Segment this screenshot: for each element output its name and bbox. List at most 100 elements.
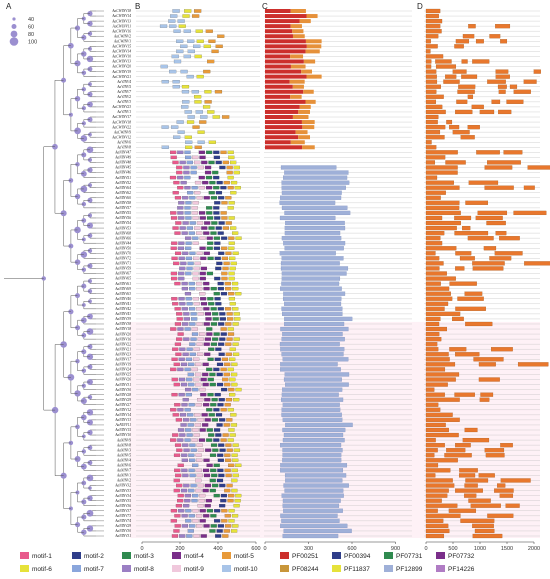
motif-box	[172, 79, 180, 84]
motif-box	[216, 382, 224, 387]
motif-box	[196, 322, 203, 326]
motif-box	[196, 221, 204, 225]
motif-box	[172, 191, 179, 195]
gene-label: AaCWINV15	[111, 45, 131, 49]
axis-c-tick-label: 0	[263, 546, 266, 552]
axis-c-tick-label: 300	[304, 546, 313, 552]
exon-block	[470, 503, 501, 508]
exon-block	[505, 503, 520, 508]
axis-b-tick-label: 600	[251, 546, 260, 552]
motif-box	[231, 453, 238, 457]
motif-box	[182, 251, 189, 255]
motif-box	[217, 281, 224, 286]
exon-block	[523, 79, 537, 84]
exon-block	[425, 306, 445, 311]
motif-box	[217, 468, 224, 473]
bootstrap-node	[80, 135, 88, 142]
motif-box	[197, 398, 204, 402]
domain-pf00251	[265, 54, 291, 59]
domain-pf00251	[265, 9, 291, 13]
exon-block	[425, 266, 440, 271]
motif-box	[234, 186, 241, 190]
motif-box	[194, 423, 202, 427]
exon-block	[425, 523, 449, 529]
domain-pf08244	[299, 19, 311, 24]
domain-pf08244	[290, 24, 302, 29]
motif-box	[200, 392, 207, 397]
exon-block	[425, 367, 446, 372]
motif-box	[216, 180, 223, 185]
motif-box	[179, 302, 186, 306]
exon-block	[498, 109, 512, 115]
exon-block	[461, 59, 468, 64]
motif-box	[192, 201, 199, 205]
motif-box	[176, 165, 183, 170]
motif-box	[222, 534, 229, 538]
exon-block	[425, 362, 456, 367]
motif-box	[183, 317, 190, 321]
motif-box	[215, 534, 222, 538]
domain-pf12899	[282, 498, 341, 503]
motif-box	[222, 160, 229, 165]
motif-box	[188, 362, 195, 367]
domain-pf12899	[282, 533, 339, 539]
gene-labels: AaCWINV18AaCWINV14AaCWINV13AaCWINV11AaCW…	[111, 9, 131, 538]
exon-block	[455, 488, 483, 493]
motif-box	[183, 29, 191, 33]
motif-box	[185, 387, 192, 392]
motif-box	[195, 468, 202, 473]
motif-box	[228, 201, 235, 205]
motif-box	[192, 276, 199, 281]
motif-box	[160, 64, 168, 69]
motif-box	[227, 327, 234, 331]
exon-block	[425, 54, 444, 59]
motif-box	[194, 54, 202, 59]
motif-box	[193, 44, 201, 49]
motif-box	[190, 170, 197, 175]
domain-pf12899	[280, 367, 341, 372]
motif-box	[171, 377, 178, 382]
motif-box	[193, 534, 200, 538]
motif-box	[212, 170, 219, 175]
motif-box	[203, 458, 210, 462]
motif-box	[235, 387, 242, 392]
exon-block	[425, 24, 441, 29]
motif-box	[174, 322, 182, 326]
domain-pf00251	[265, 99, 306, 104]
exon-block	[454, 231, 489, 236]
exon-block	[467, 125, 480, 130]
gene-label: AaNINV73	[114, 514, 131, 518]
gene-label: AaNINV14	[114, 413, 131, 417]
bootstrap-node	[74, 193, 81, 200]
motif-box	[199, 493, 206, 498]
domain-pf00251	[265, 19, 300, 24]
exon-block	[471, 104, 484, 110]
gene-label: AaNINV44	[114, 241, 131, 245]
motif-box	[206, 509, 214, 513]
motif-box	[215, 347, 222, 351]
motif-box	[200, 302, 208, 306]
motif-box	[228, 155, 235, 160]
motif-box	[220, 498, 227, 503]
motif-box	[179, 347, 186, 351]
motif-box	[202, 372, 209, 377]
motif-box	[181, 307, 188, 311]
axes: 0 200 400 600 0 300 600 900 0 500 1000 1500 2000	[140, 541, 540, 552]
motif-box	[212, 337, 219, 341]
motif-box	[228, 271, 235, 276]
motif-box	[196, 251, 203, 255]
motif-box	[224, 468, 231, 473]
motif-box	[219, 448, 226, 452]
motif-box	[178, 357, 185, 361]
motif-box	[199, 519, 206, 523]
gene-label: AaNINV43	[114, 312, 131, 316]
domain-pf00251	[265, 140, 291, 145]
domain-pf08244	[302, 145, 315, 150]
legend-label: motif-4	[184, 553, 204, 560]
motif-box	[187, 261, 194, 266]
motif-box	[179, 413, 187, 417]
motif-box	[230, 160, 237, 165]
domain-pf08244	[290, 64, 306, 69]
motif-box	[175, 473, 182, 478]
motif-box	[225, 286, 232, 291]
